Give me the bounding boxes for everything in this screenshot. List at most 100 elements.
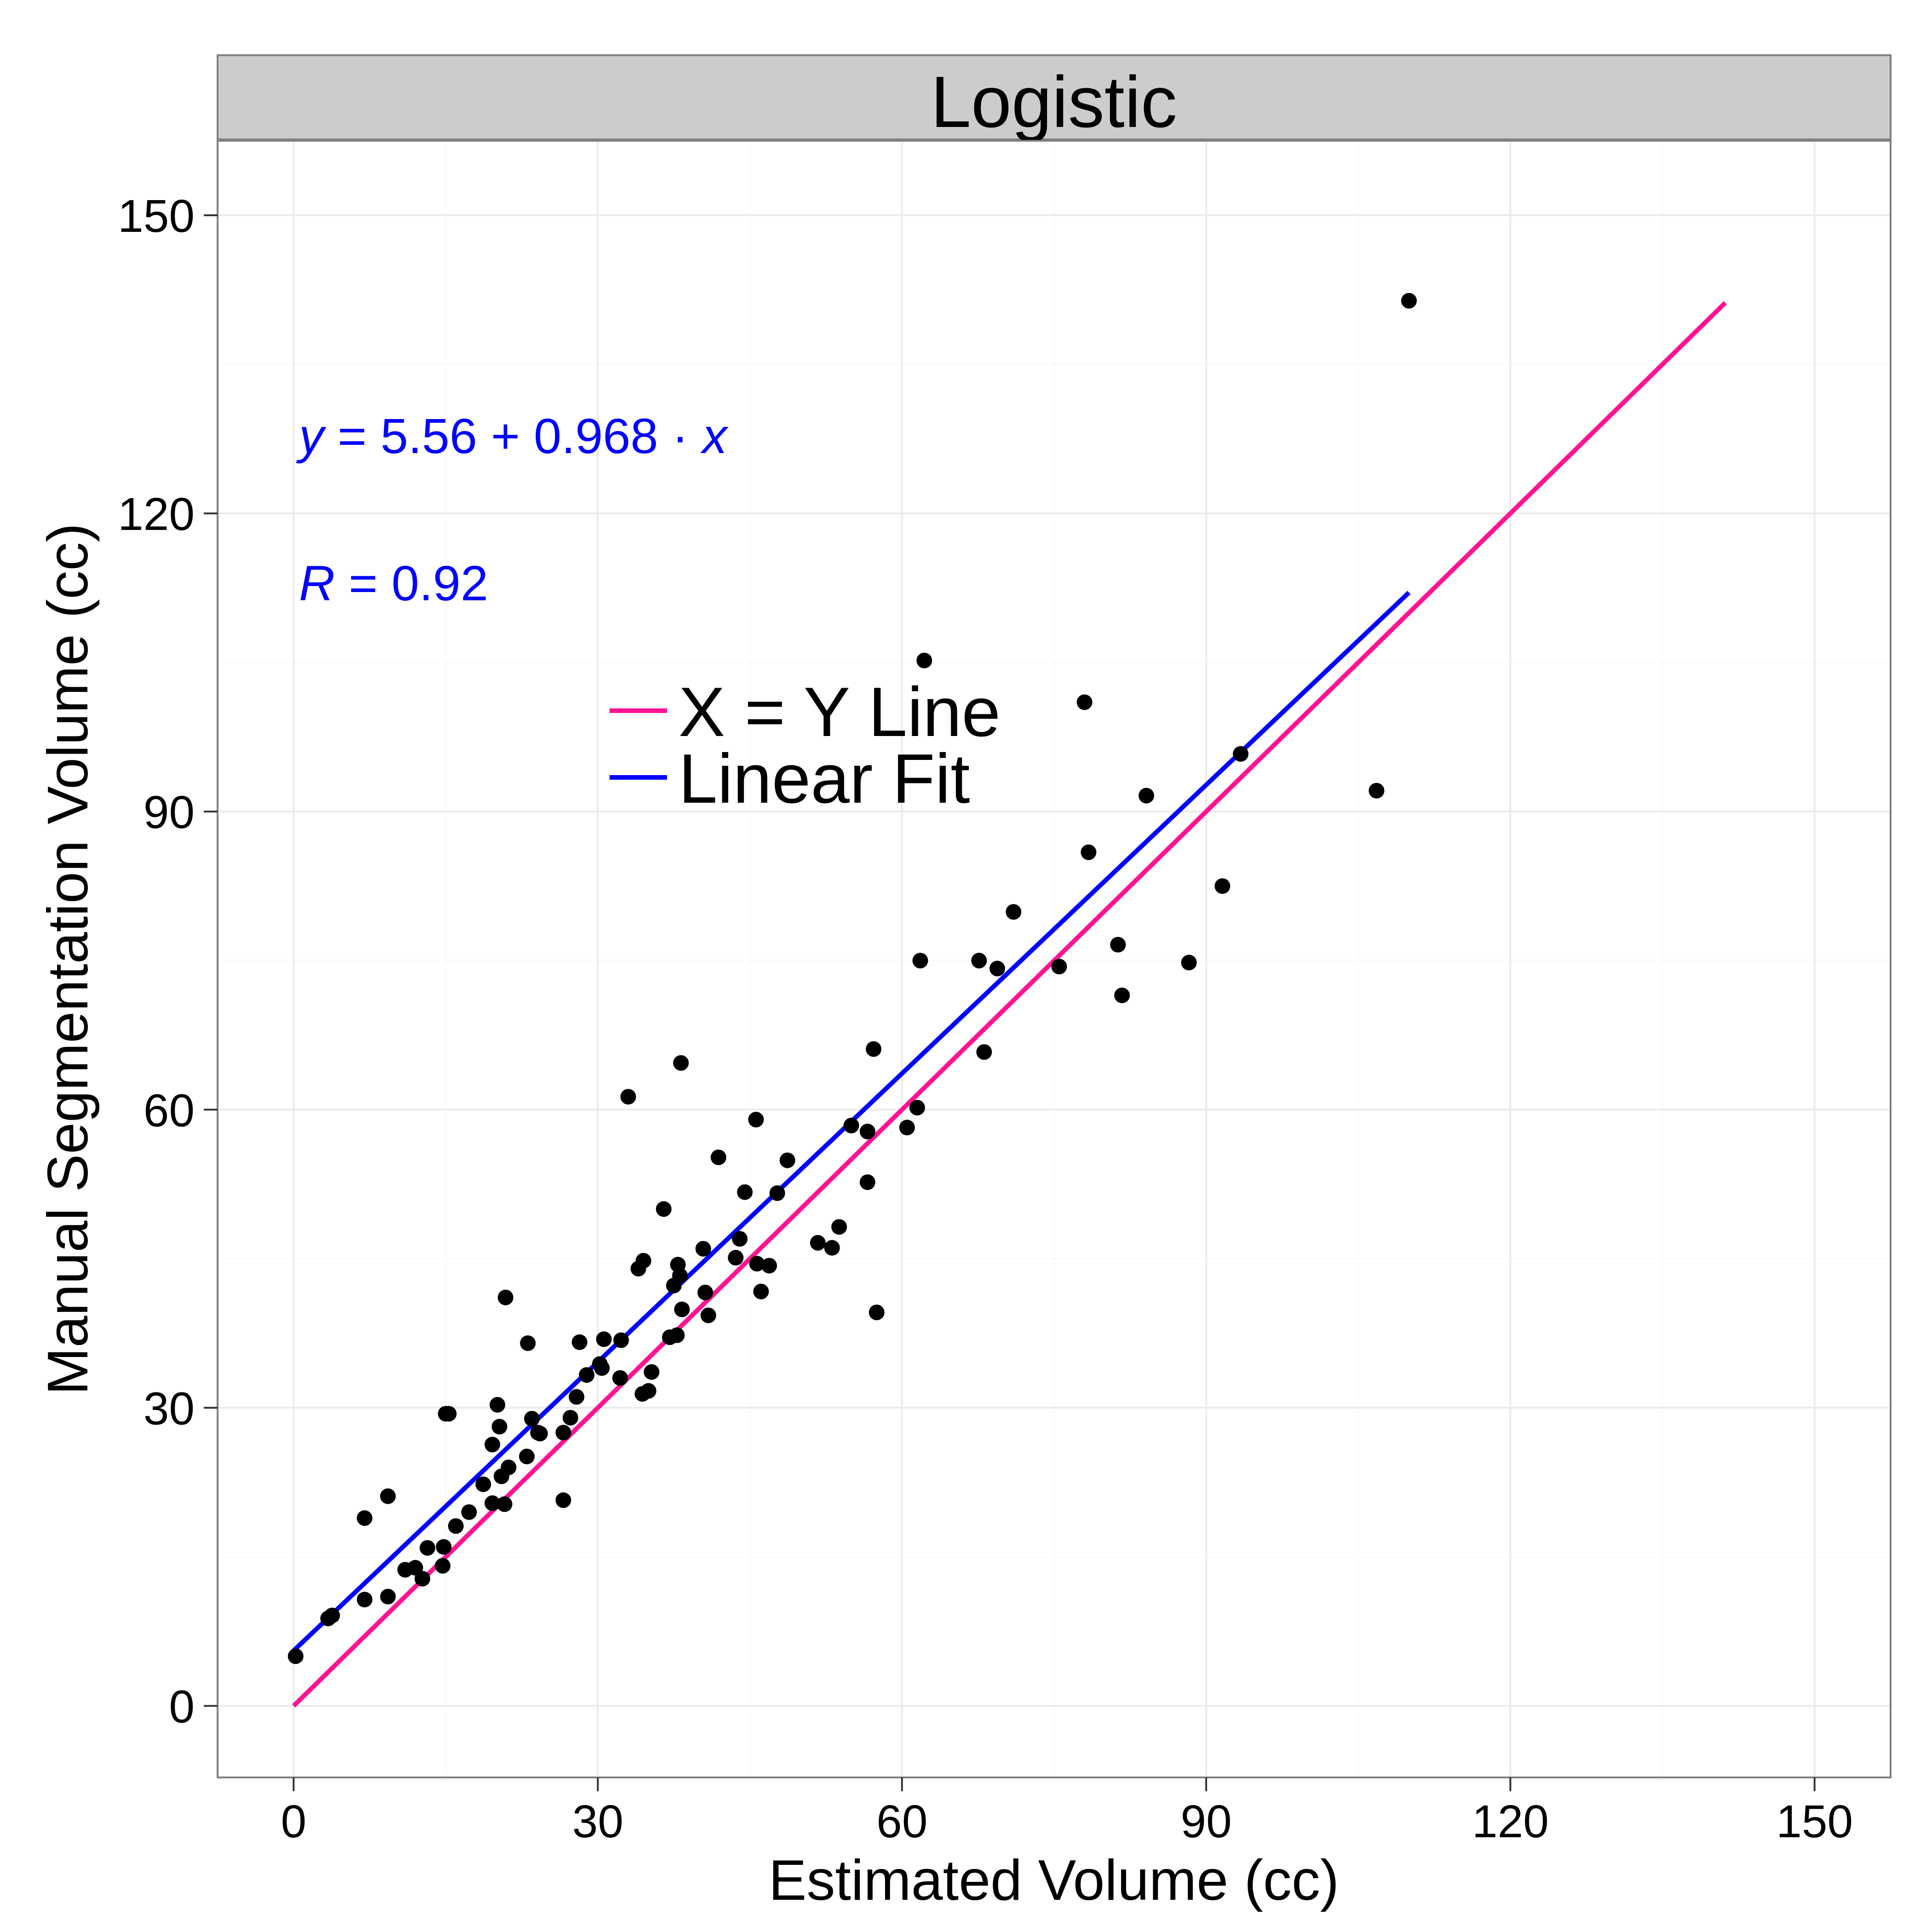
data-point <box>435 1558 451 1574</box>
data-point <box>1006 904 1022 920</box>
data-point <box>912 953 928 969</box>
data-point <box>899 1120 915 1136</box>
x-tick-label: 0 <box>281 1796 307 1847</box>
data-point <box>710 1149 726 1165</box>
data-point <box>519 1449 535 1465</box>
data-point <box>579 1367 595 1383</box>
data-point <box>563 1409 579 1426</box>
x-tick-label: 30 <box>572 1796 623 1847</box>
data-point <box>1138 788 1155 804</box>
x-tick-label: 150 <box>1776 1796 1853 1847</box>
data-point <box>824 1240 840 1256</box>
y-tick-label: 150 <box>118 190 195 242</box>
data-point <box>356 1510 373 1526</box>
data-point <box>491 1419 507 1435</box>
data-point <box>859 1174 875 1190</box>
data-point <box>484 1437 500 1453</box>
data-point <box>596 1331 612 1347</box>
data-point <box>1076 694 1092 710</box>
data-point <box>843 1117 859 1133</box>
data-point <box>695 1241 711 1257</box>
data-point <box>496 1496 512 1512</box>
data-point <box>532 1426 548 1442</box>
data-point <box>749 1256 765 1272</box>
data-points <box>288 293 1417 1664</box>
data-point <box>555 1492 571 1508</box>
data-point <box>656 1201 672 1217</box>
data-point <box>673 1055 689 1071</box>
data-point <box>1114 987 1130 1003</box>
y-tick-label: 60 <box>144 1085 195 1136</box>
data-point <box>866 1041 882 1057</box>
data-point <box>989 960 1006 977</box>
data-point <box>288 1648 304 1664</box>
data-point <box>324 1607 340 1623</box>
data-point <box>356 1592 373 1608</box>
legend-label-linear-fit: Linear Fit <box>678 740 970 818</box>
data-point <box>916 652 932 668</box>
data-point <box>475 1476 491 1492</box>
data-point <box>594 1360 610 1376</box>
y-tick-label: 90 <box>144 787 195 838</box>
facet-strip <box>217 54 1892 140</box>
data-point <box>672 1268 688 1284</box>
data-point <box>500 1459 517 1475</box>
data-point <box>571 1334 587 1350</box>
y-tick-label: 30 <box>144 1383 195 1434</box>
data-point <box>612 1370 628 1386</box>
data-point <box>569 1389 585 1405</box>
data-point <box>753 1283 769 1300</box>
y-axis-title: Manual Segmentation Volume (cc) <box>36 523 100 1395</box>
data-point <box>769 1185 785 1201</box>
r-value-annotation: R = 0.92 <box>299 555 488 611</box>
data-point <box>737 1184 753 1200</box>
x-tick-label: 120 <box>1472 1796 1549 1847</box>
axes: 0 30 60 90 120 150 0 30 60 90 120 150 <box>118 190 1853 1847</box>
data-point <box>831 1219 847 1235</box>
data-point <box>728 1250 744 1266</box>
data-point <box>448 1518 464 1534</box>
y-tick-label: 0 <box>169 1681 195 1732</box>
data-point <box>1368 782 1385 799</box>
data-point <box>732 1231 748 1247</box>
legend-label-xy-line: X = Y Line <box>678 673 1000 751</box>
data-point <box>674 1301 690 1317</box>
data-point <box>1401 293 1417 309</box>
facet-title: Logistic <box>931 62 1177 143</box>
data-point <box>971 953 987 969</box>
x-tick-label: 90 <box>1181 1796 1232 1847</box>
data-point <box>1233 746 1249 762</box>
data-point <box>976 1044 992 1060</box>
y-tick-label: 120 <box>118 489 195 540</box>
data-point <box>420 1540 436 1556</box>
data-point <box>868 1304 885 1320</box>
data-point <box>555 1425 571 1441</box>
data-point <box>761 1258 777 1274</box>
data-point <box>859 1123 875 1139</box>
data-point <box>461 1504 477 1520</box>
xy-reference-line <box>292 301 1727 1708</box>
data-point <box>697 1284 713 1300</box>
data-point <box>1051 959 1067 975</box>
data-point <box>1081 844 1097 860</box>
data-point <box>489 1397 506 1413</box>
data-point <box>640 1383 656 1399</box>
data-point <box>414 1570 431 1587</box>
x-tick-label: 60 <box>876 1796 927 1847</box>
data-point <box>436 1539 452 1555</box>
data-point <box>498 1289 514 1305</box>
data-point <box>779 1152 795 1168</box>
data-point <box>484 1495 500 1511</box>
data-point <box>700 1307 716 1323</box>
data-point <box>613 1332 629 1348</box>
data-point <box>669 1327 685 1343</box>
data-point <box>524 1411 540 1427</box>
legend: X = Y Line Linear Fit <box>610 673 1000 818</box>
data-point <box>380 1488 396 1504</box>
data-point <box>748 1111 764 1127</box>
data-point <box>1214 878 1230 894</box>
data-point <box>635 1253 651 1269</box>
data-point <box>909 1099 925 1116</box>
equation-annotation: y = 5.56 + 0.968 · x <box>296 408 729 464</box>
